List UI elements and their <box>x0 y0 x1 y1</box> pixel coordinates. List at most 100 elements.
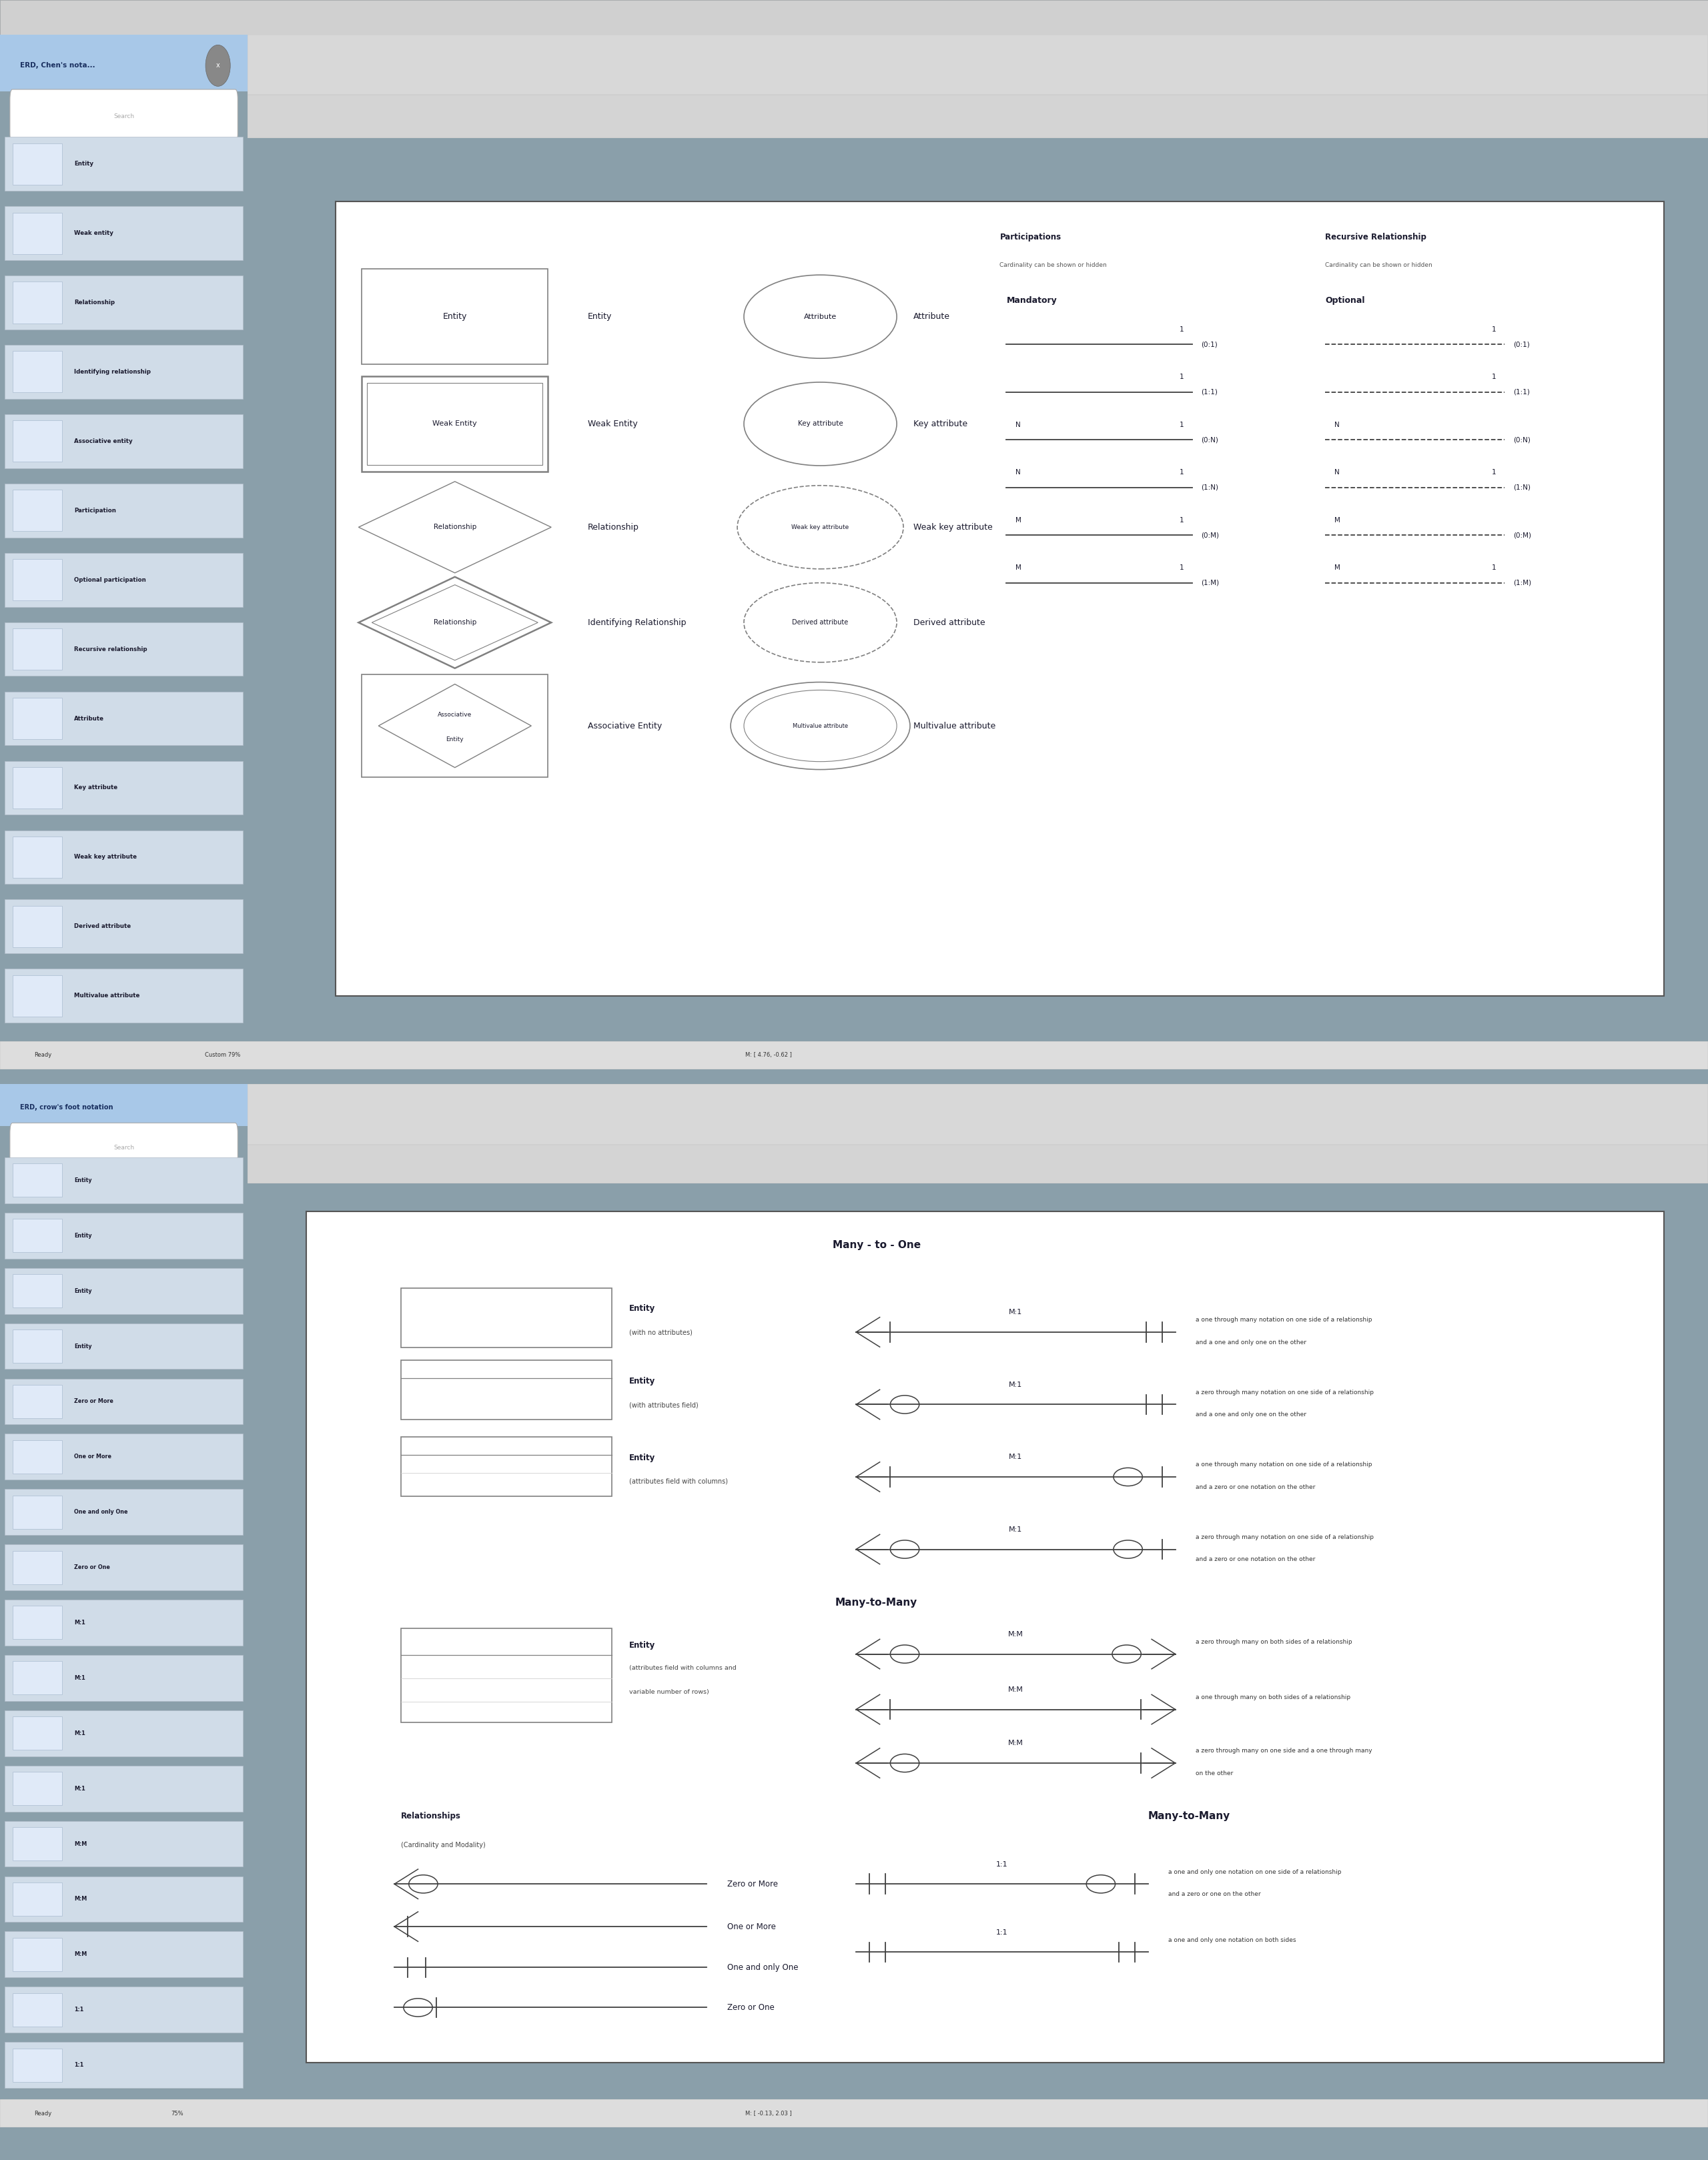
Bar <box>12 421 61 462</box>
Bar <box>12 1495 61 1529</box>
Circle shape <box>408 1875 437 1892</box>
Text: 1: 1 <box>1179 564 1184 570</box>
Text: and a zero or one notation on the other: and a zero or one notation on the other <box>1196 1484 1315 1490</box>
Bar <box>5 1711 243 1756</box>
Bar <box>12 629 61 670</box>
Text: M:1: M:1 <box>75 1786 85 1791</box>
Text: Entity: Entity <box>629 1305 656 1313</box>
Bar <box>362 674 548 778</box>
Text: Ready: Ready <box>34 2110 51 2117</box>
Text: Entity: Entity <box>629 1454 656 1462</box>
Text: Custom 79%: Custom 79% <box>205 1052 241 1058</box>
Bar <box>12 1551 61 1583</box>
Bar <box>401 1361 611 1419</box>
Text: M:M: M:M <box>1008 1631 1023 1637</box>
Bar <box>12 1717 61 1750</box>
Text: (0:1): (0:1) <box>1201 341 1218 348</box>
Bar <box>12 1771 61 1806</box>
Text: Cardinality can be shown or hidden: Cardinality can be shown or hidden <box>999 261 1107 268</box>
Text: Weak Entity: Weak Entity <box>432 421 477 428</box>
Bar <box>5 970 243 1022</box>
Bar <box>5 1877 243 1922</box>
Bar <box>5 1434 243 1480</box>
Text: M:M: M:M <box>75 1950 87 1957</box>
Text: Derived attribute: Derived attribute <box>75 924 132 929</box>
Text: Attribute: Attribute <box>914 313 950 322</box>
Bar <box>5 1601 243 1646</box>
Circle shape <box>890 1540 919 1557</box>
Text: M:M: M:M <box>1008 1687 1023 1693</box>
Text: N: N <box>1334 469 1339 475</box>
Text: 1: 1 <box>1179 516 1184 523</box>
Text: (1:1): (1:1) <box>1201 389 1218 395</box>
Ellipse shape <box>745 689 897 762</box>
Text: (1:M): (1:M) <box>1201 579 1220 585</box>
Circle shape <box>890 1646 919 1663</box>
Text: 75%: 75% <box>171 2110 183 2117</box>
Circle shape <box>403 1998 432 2017</box>
Bar <box>5 691 243 745</box>
Text: One or More: One or More <box>728 1922 775 1931</box>
Text: Key attribute: Key attribute <box>914 419 967 428</box>
Text: M:1: M:1 <box>75 1730 85 1737</box>
Bar <box>401 1436 611 1497</box>
Text: Identifying relationship: Identifying relationship <box>75 369 150 376</box>
Text: 1: 1 <box>1179 469 1184 475</box>
Text: 1: 1 <box>1491 469 1496 475</box>
FancyBboxPatch shape <box>10 1123 237 1173</box>
Bar <box>12 1607 61 1639</box>
Text: Derived attribute: Derived attribute <box>914 618 986 626</box>
Text: Weak key attribute: Weak key attribute <box>791 525 849 529</box>
Text: M:1: M:1 <box>1009 1527 1023 1534</box>
Bar <box>5 136 243 190</box>
Text: Weak key attribute: Weak key attribute <box>914 523 992 531</box>
Text: 1: 1 <box>1179 421 1184 428</box>
Text: x: x <box>215 63 220 69</box>
Bar <box>12 212 61 255</box>
Text: Multivalue attribute: Multivalue attribute <box>793 724 849 728</box>
Text: a one through many notation on one side of a relationship: a one through many notation on one side … <box>1196 1318 1372 1322</box>
Text: M:M: M:M <box>75 1840 87 1847</box>
Bar <box>5 1324 243 1369</box>
Text: Associative Entity: Associative Entity <box>588 721 663 730</box>
Text: Attribute: Attribute <box>804 313 837 320</box>
Bar <box>12 559 61 600</box>
Bar <box>5 1544 243 1590</box>
Text: 1:1: 1:1 <box>996 1862 1008 1868</box>
Text: One and only One: One and only One <box>75 1510 128 1514</box>
Bar <box>401 1287 611 1348</box>
Bar <box>367 382 543 464</box>
Text: 1:1: 1:1 <box>75 2007 84 2013</box>
Text: Optional participation: Optional participation <box>75 577 147 583</box>
Circle shape <box>1114 1469 1143 1486</box>
Text: on the other: on the other <box>1196 1771 1233 1776</box>
Text: Entity: Entity <box>75 1344 92 1350</box>
Text: (0:N): (0:N) <box>1513 436 1530 443</box>
Ellipse shape <box>738 486 904 568</box>
Ellipse shape <box>745 382 897 467</box>
Text: M:1: M:1 <box>75 1620 85 1626</box>
Text: a one and only one notation on one side of a relationship: a one and only one notation on one side … <box>1168 1868 1341 1875</box>
Text: N: N <box>1015 469 1020 475</box>
Text: Associative: Associative <box>437 713 471 717</box>
Bar <box>5 1158 243 1203</box>
Text: Relationship: Relationship <box>75 300 114 305</box>
Text: ERD, Chen's nota...: ERD, Chen's nota... <box>20 63 96 69</box>
Text: Many-to-Many: Many-to-Many <box>1148 1810 1230 1821</box>
Text: Associative entity: Associative entity <box>75 438 133 445</box>
Bar <box>12 1827 61 1860</box>
Text: M:1: M:1 <box>1009 1309 1023 1315</box>
Text: Multivalue attribute: Multivalue attribute <box>75 994 140 998</box>
Bar <box>12 698 61 739</box>
Text: Participation: Participation <box>75 508 116 514</box>
Text: Recursive relationship: Recursive relationship <box>75 646 147 652</box>
Bar <box>401 1629 611 1722</box>
Text: Weak Entity: Weak Entity <box>588 419 637 428</box>
Text: Many-to-Many: Many-to-Many <box>835 1598 917 1607</box>
Text: M:M: M:M <box>75 1896 87 1903</box>
Ellipse shape <box>731 683 910 769</box>
Bar <box>12 974 61 1017</box>
Circle shape <box>1114 1540 1143 1557</box>
Text: Weak entity: Weak entity <box>75 231 113 235</box>
Text: M: [ 4.76, -0.62 ]: M: [ 4.76, -0.62 ] <box>745 1052 793 1058</box>
